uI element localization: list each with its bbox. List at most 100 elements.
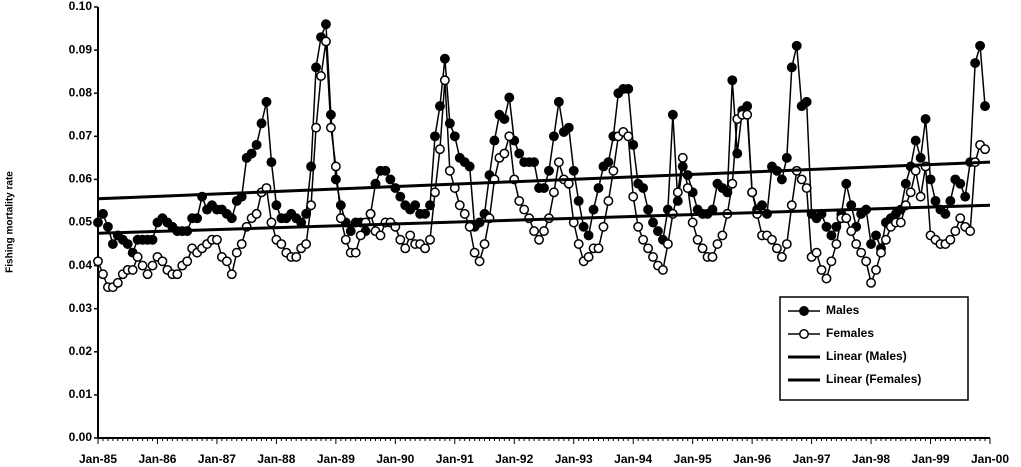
point bbox=[514, 196, 525, 206]
point bbox=[335, 200, 346, 211]
point bbox=[657, 264, 668, 275]
legend-marker bbox=[799, 306, 809, 316]
point bbox=[970, 58, 981, 68]
point bbox=[801, 96, 812, 107]
point bbox=[439, 53, 450, 64]
point bbox=[742, 101, 753, 112]
point bbox=[112, 277, 123, 288]
point bbox=[474, 256, 485, 267]
point bbox=[786, 62, 797, 73]
point bbox=[256, 118, 267, 129]
y-tick-label: 0.00 bbox=[69, 430, 93, 444]
point bbox=[767, 234, 777, 245]
point bbox=[434, 144, 445, 155]
point bbox=[876, 247, 886, 258]
point bbox=[122, 239, 133, 250]
point bbox=[459, 208, 470, 219]
point bbox=[841, 178, 852, 189]
point bbox=[771, 243, 782, 254]
point bbox=[226, 269, 237, 280]
point bbox=[93, 256, 103, 267]
point bbox=[910, 165, 921, 176]
point bbox=[563, 122, 574, 133]
point bbox=[623, 131, 634, 142]
point bbox=[236, 239, 247, 250]
point bbox=[504, 131, 515, 142]
x-tick-label: Jan-00 bbox=[971, 452, 1009, 466]
x-tick-label: Jan-91 bbox=[436, 452, 474, 466]
point bbox=[925, 174, 936, 185]
x-tick-label: Jan-88 bbox=[257, 452, 295, 466]
point bbox=[568, 165, 579, 176]
point bbox=[910, 135, 921, 146]
point bbox=[444, 165, 455, 176]
point bbox=[311, 62, 321, 73]
point bbox=[727, 75, 738, 86]
point bbox=[425, 234, 435, 245]
y-tick-label: 0.01 bbox=[69, 387, 93, 401]
point bbox=[98, 269, 108, 280]
point bbox=[583, 230, 594, 241]
point bbox=[469, 247, 480, 258]
point bbox=[638, 234, 649, 245]
point bbox=[945, 234, 956, 245]
point bbox=[945, 196, 956, 206]
point bbox=[434, 101, 445, 112]
point bbox=[811, 247, 822, 258]
point bbox=[330, 174, 341, 185]
point bbox=[628, 139, 639, 150]
point bbox=[514, 148, 525, 159]
point bbox=[682, 183, 693, 193]
point bbox=[648, 217, 658, 228]
point bbox=[871, 230, 881, 241]
point bbox=[866, 277, 877, 288]
point bbox=[747, 187, 758, 198]
point bbox=[915, 152, 926, 163]
point bbox=[603, 196, 614, 206]
point bbox=[430, 131, 440, 142]
point bbox=[955, 178, 966, 189]
point bbox=[965, 226, 976, 237]
point bbox=[578, 221, 589, 232]
point bbox=[841, 213, 852, 224]
point bbox=[211, 234, 222, 245]
point bbox=[544, 165, 554, 176]
point bbox=[980, 144, 990, 155]
y-tick-label: 0.03 bbox=[69, 301, 93, 315]
point bbox=[405, 230, 416, 241]
point bbox=[93, 217, 103, 228]
point bbox=[251, 208, 262, 219]
y-tick-label: 0.05 bbox=[69, 215, 93, 229]
point bbox=[648, 252, 658, 262]
point bbox=[107, 239, 118, 250]
point bbox=[553, 157, 564, 168]
point bbox=[430, 187, 440, 198]
point bbox=[553, 96, 564, 107]
point bbox=[276, 239, 287, 250]
point bbox=[687, 217, 698, 228]
point bbox=[697, 243, 708, 254]
point bbox=[717, 230, 728, 241]
point bbox=[712, 239, 723, 250]
point bbox=[915, 191, 926, 202]
point bbox=[345, 226, 356, 237]
point bbox=[821, 273, 832, 284]
point bbox=[930, 196, 941, 206]
point bbox=[271, 200, 282, 211]
point bbox=[98, 208, 108, 219]
point bbox=[226, 213, 237, 224]
point bbox=[127, 264, 138, 275]
point bbox=[335, 213, 346, 224]
point bbox=[266, 217, 277, 228]
point bbox=[871, 264, 881, 275]
point bbox=[895, 217, 906, 228]
point bbox=[251, 139, 262, 150]
x-tick-label: Jan-94 bbox=[614, 452, 652, 466]
x-tick-label: Jan-86 bbox=[138, 452, 176, 466]
point bbox=[831, 221, 842, 232]
point bbox=[776, 174, 787, 185]
point bbox=[464, 221, 475, 232]
point bbox=[692, 234, 703, 245]
point bbox=[301, 239, 312, 250]
